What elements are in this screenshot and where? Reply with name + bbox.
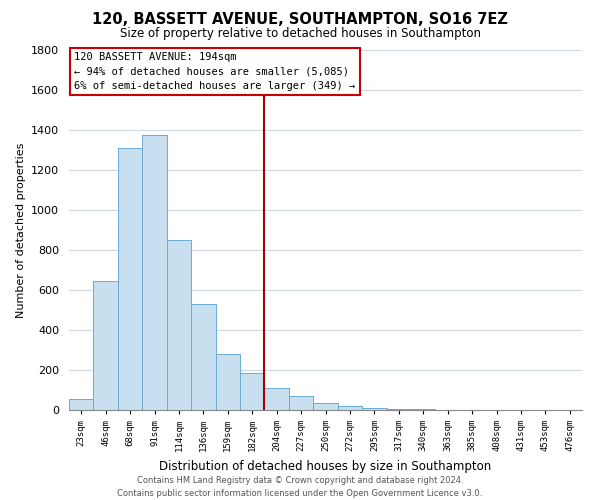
- Bar: [94, 281, 118, 410]
- Bar: [362, 408, 386, 410]
- Text: Contains HM Land Registry data © Crown copyright and database right 2024.
Contai: Contains HM Land Registry data © Crown c…: [118, 476, 482, 498]
- Bar: [289, 396, 313, 410]
- Bar: [69, 399, 94, 410]
- X-axis label: Distribution of detached houses by size in Southampton: Distribution of detached houses by size …: [160, 460, 491, 472]
- Bar: [265, 388, 289, 410]
- Y-axis label: Number of detached properties: Number of detached properties: [16, 142, 26, 318]
- Text: 120 BASSETT AVENUE: 194sqm
← 94% of detached houses are smaller (5,085)
6% of se: 120 BASSETT AVENUE: 194sqm ← 94% of deta…: [74, 52, 355, 90]
- Bar: [167, 240, 191, 410]
- Bar: [240, 373, 265, 410]
- Text: 120, BASSETT AVENUE, SOUTHAMPTON, SO16 7EZ: 120, BASSETT AVENUE, SOUTHAMPTON, SO16 7…: [92, 12, 508, 28]
- Bar: [386, 409, 411, 410]
- Text: Size of property relative to detached houses in Southampton: Size of property relative to detached ho…: [119, 28, 481, 40]
- Bar: [313, 403, 338, 410]
- Bar: [118, 148, 142, 410]
- Bar: [191, 304, 215, 410]
- Bar: [215, 354, 240, 410]
- Bar: [338, 406, 362, 410]
- Bar: [142, 135, 167, 410]
